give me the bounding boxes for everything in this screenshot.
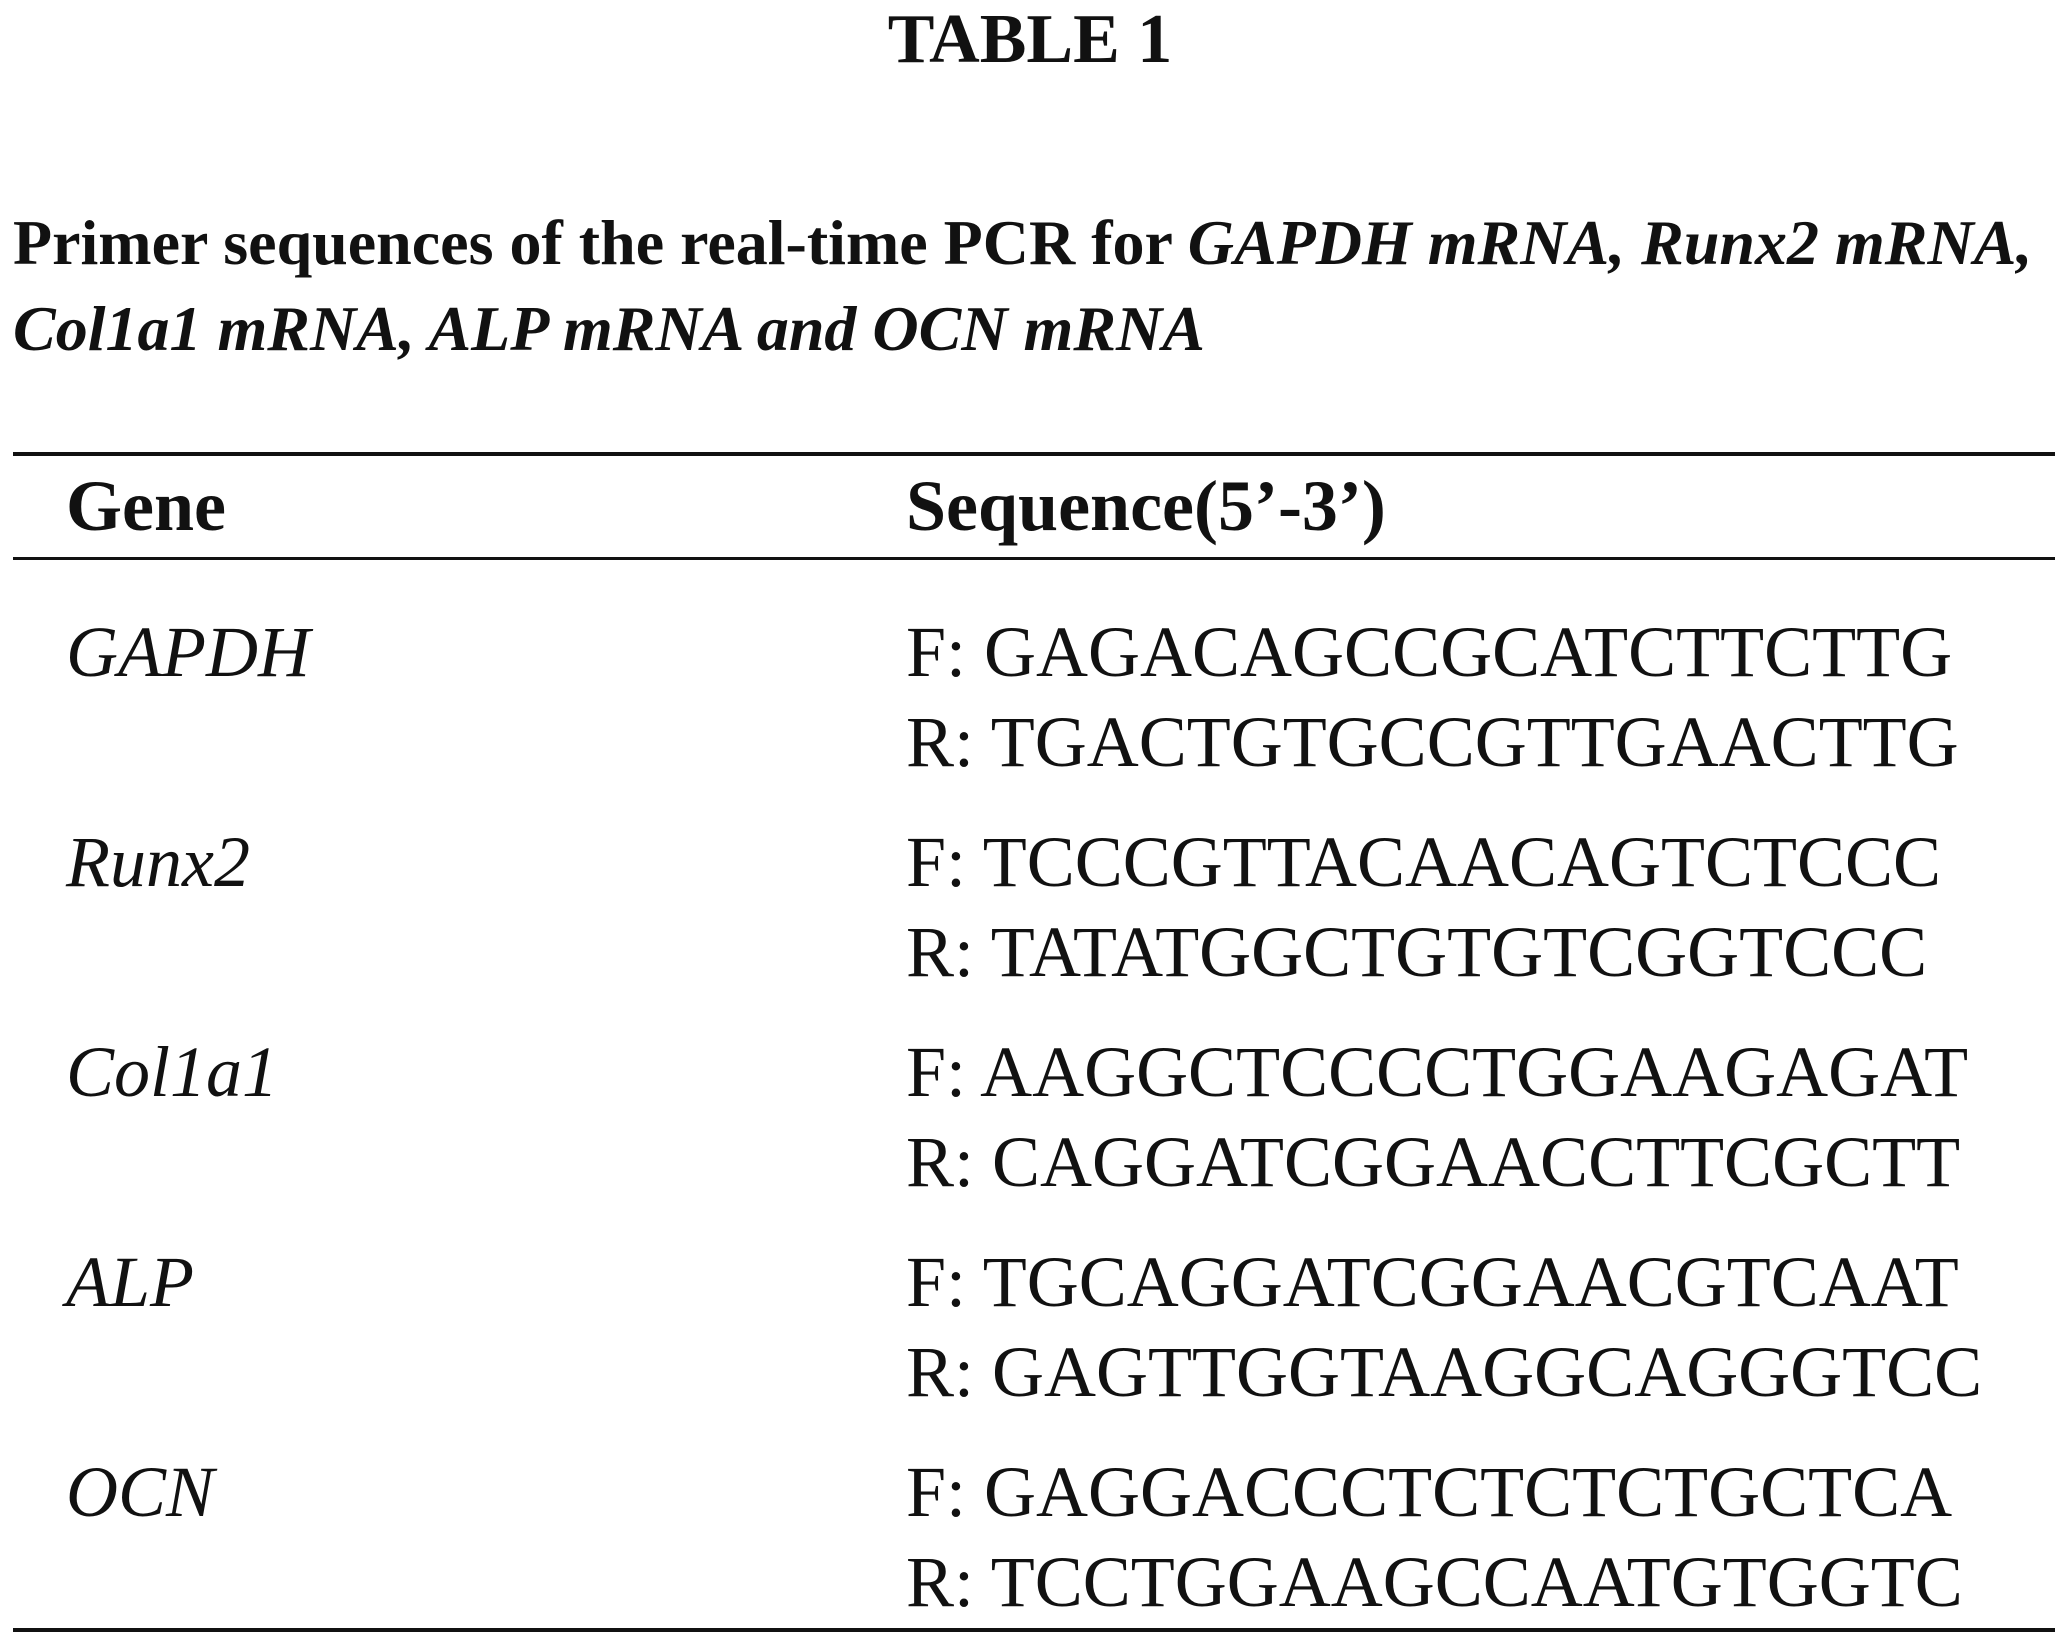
reverse-primer: R: TCCTGGAAGCCAATGTGGTC — [906, 1542, 1963, 1622]
table-number: TABLE 1 — [887, 1, 1173, 78]
caption-text: Primer sequences of the real-time PCR fo… — [13, 207, 1188, 278]
reverse-primer: R: GAGTTGGTAAGGCAGGGTCC — [906, 1332, 1983, 1412]
forward-primer: F: TGCAGGATCGGAACGTCAAT — [906, 1242, 1959, 1322]
gene-name: OCN — [66, 1452, 215, 1532]
forward-primer: F: GAGGACCCTCTCTCTGCTCA — [906, 1452, 1953, 1532]
reverse-primer: R: TATATGGCTGTGTCGGTCCC — [906, 912, 1928, 992]
caption-italic: GAPDH mRNA, Runx2 mRNA, Col1a1 mRNA, ALP… — [13, 207, 2033, 364]
top-rule — [13, 452, 2055, 456]
reverse-primer: R: CAGGATCGGAACCTTCGCTT — [906, 1122, 1961, 1202]
forward-primer: F: AAGGCTCCCCTGGAAGAGAT — [906, 1032, 1969, 1112]
gene-name: ALP — [66, 1242, 195, 1322]
forward-primer: F: TCCCGTTACAACAGTCTCCC — [906, 822, 1942, 902]
header-cell: Gene — [66, 466, 226, 546]
gene-name: Col1a1 — [66, 1032, 279, 1112]
gene-name: Runx2 — [66, 822, 250, 902]
header-rule — [13, 557, 2055, 560]
header-cell: Sequence(5’-3’) — [906, 466, 1386, 546]
caption: Primer sequences of the real-time PCR fo… — [13, 200, 2060, 372]
bottom-rule — [13, 1628, 2055, 1632]
forward-primer: F: GAGACAGCCGCATCTTCTTG — [906, 612, 1953, 692]
gene-name: GAPDH — [66, 612, 310, 692]
reverse-primer: R: TGACTGTGCCGTTGAACTTG — [906, 702, 1959, 782]
